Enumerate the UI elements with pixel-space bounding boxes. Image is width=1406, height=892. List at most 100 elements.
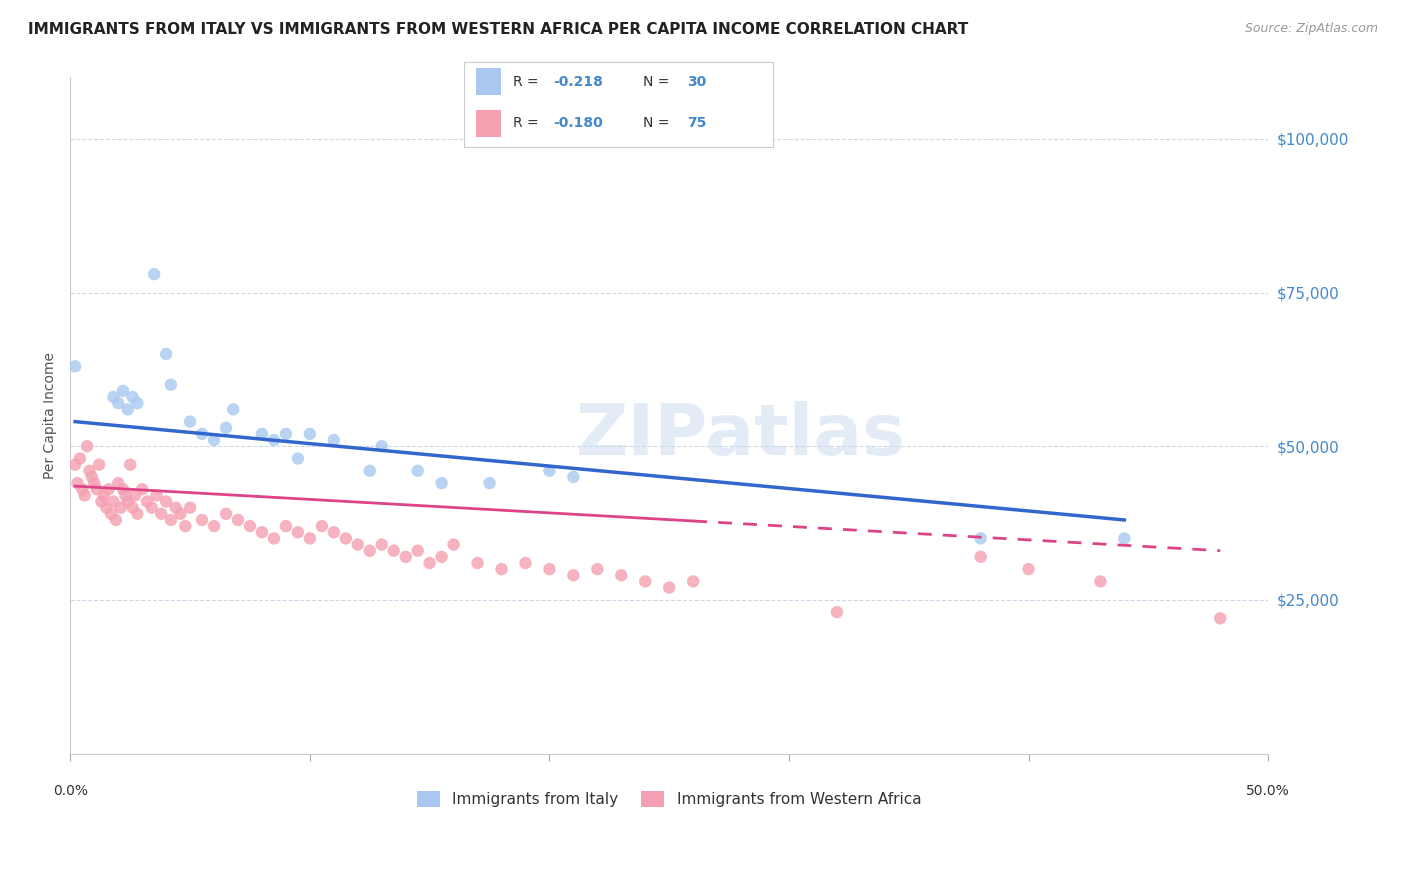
Point: [359, 464, 381, 478]
Text: 50.0%: 50.0%: [1246, 784, 1289, 798]
Point: [239, 519, 262, 533]
Point: [274, 519, 297, 533]
Text: -0.218: -0.218: [554, 75, 603, 88]
Text: 0.0%: 0.0%: [53, 784, 87, 798]
Point: [121, 390, 143, 404]
Point: [298, 532, 321, 546]
Point: [222, 402, 245, 417]
Point: [117, 494, 139, 508]
Point: [371, 439, 394, 453]
Text: N =: N =: [644, 117, 669, 130]
Point: [80, 470, 103, 484]
Text: IMMIGRANTS FROM ITALY VS IMMIGRANTS FROM WESTERN AFRICA PER CAPITA INCOME CORREL: IMMIGRANTS FROM ITALY VS IMMIGRANTS FROM…: [28, 22, 969, 37]
Point: [107, 476, 129, 491]
Text: Source: ZipAtlas.com: Source: ZipAtlas.com: [1244, 22, 1378, 36]
Point: [107, 396, 129, 410]
Point: [76, 439, 98, 453]
Text: N =: N =: [644, 75, 669, 88]
Legend: Immigrants from Italy, Immigrants from Western Africa: Immigrants from Italy, Immigrants from W…: [411, 785, 928, 814]
Point: [969, 549, 991, 564]
Point: [215, 421, 238, 435]
Point: [538, 562, 561, 576]
Point: [83, 476, 105, 491]
Point: [179, 500, 201, 515]
Point: [515, 556, 537, 570]
Point: [121, 500, 143, 515]
Point: [634, 574, 657, 589]
Point: [406, 543, 429, 558]
Point: [66, 476, 89, 491]
Point: [274, 426, 297, 441]
Point: [287, 451, 309, 466]
Point: [191, 426, 214, 441]
Point: [114, 488, 136, 502]
Point: [93, 488, 115, 502]
Point: [169, 507, 191, 521]
Point: [586, 562, 609, 576]
Point: [610, 568, 633, 582]
Point: [100, 507, 122, 521]
Point: [191, 513, 214, 527]
Text: ZIPatlas: ZIPatlas: [576, 401, 905, 470]
Point: [174, 519, 197, 533]
Text: R =: R =: [513, 117, 538, 130]
Y-axis label: Per Capita Income: Per Capita Income: [44, 352, 58, 479]
Point: [682, 574, 704, 589]
Point: [179, 415, 201, 429]
Point: [419, 556, 441, 570]
Point: [215, 507, 238, 521]
Point: [658, 581, 681, 595]
Point: [136, 494, 159, 508]
Point: [63, 359, 86, 374]
Point: [72, 482, 94, 496]
Point: [1018, 562, 1040, 576]
Text: 75: 75: [686, 117, 706, 130]
Text: R =: R =: [513, 75, 538, 88]
Point: [226, 513, 249, 527]
Point: [120, 458, 142, 472]
Point: [562, 470, 585, 484]
Point: [155, 494, 177, 508]
Point: [86, 482, 108, 496]
Point: [79, 464, 101, 478]
Point: [160, 377, 183, 392]
Point: [87, 458, 110, 472]
Point: [467, 556, 489, 570]
Point: [73, 488, 96, 502]
Point: [406, 464, 429, 478]
Point: [491, 562, 513, 576]
Point: [322, 433, 344, 447]
Point: [145, 488, 167, 502]
Point: [969, 532, 991, 546]
Point: [250, 426, 273, 441]
Point: [103, 494, 125, 508]
Point: [143, 267, 166, 281]
Point: [127, 507, 149, 521]
Point: [287, 525, 309, 540]
Point: [1090, 574, 1112, 589]
Point: [202, 519, 225, 533]
Point: [111, 384, 134, 398]
Point: [395, 549, 418, 564]
Point: [478, 476, 501, 491]
Point: [263, 433, 285, 447]
Point: [97, 482, 120, 496]
Point: [111, 482, 134, 496]
Point: [165, 500, 187, 515]
FancyBboxPatch shape: [477, 68, 501, 95]
Point: [382, 543, 405, 558]
Point: [1114, 532, 1136, 546]
Point: [825, 605, 848, 619]
Point: [155, 347, 177, 361]
Point: [335, 532, 357, 546]
Point: [346, 537, 368, 551]
Point: [69, 451, 91, 466]
Point: [150, 507, 173, 521]
Point: [322, 525, 344, 540]
Point: [1209, 611, 1232, 625]
Point: [63, 458, 86, 472]
Point: [103, 390, 125, 404]
Point: [311, 519, 333, 533]
Text: -0.180: -0.180: [554, 117, 603, 130]
Text: 30: 30: [686, 75, 706, 88]
